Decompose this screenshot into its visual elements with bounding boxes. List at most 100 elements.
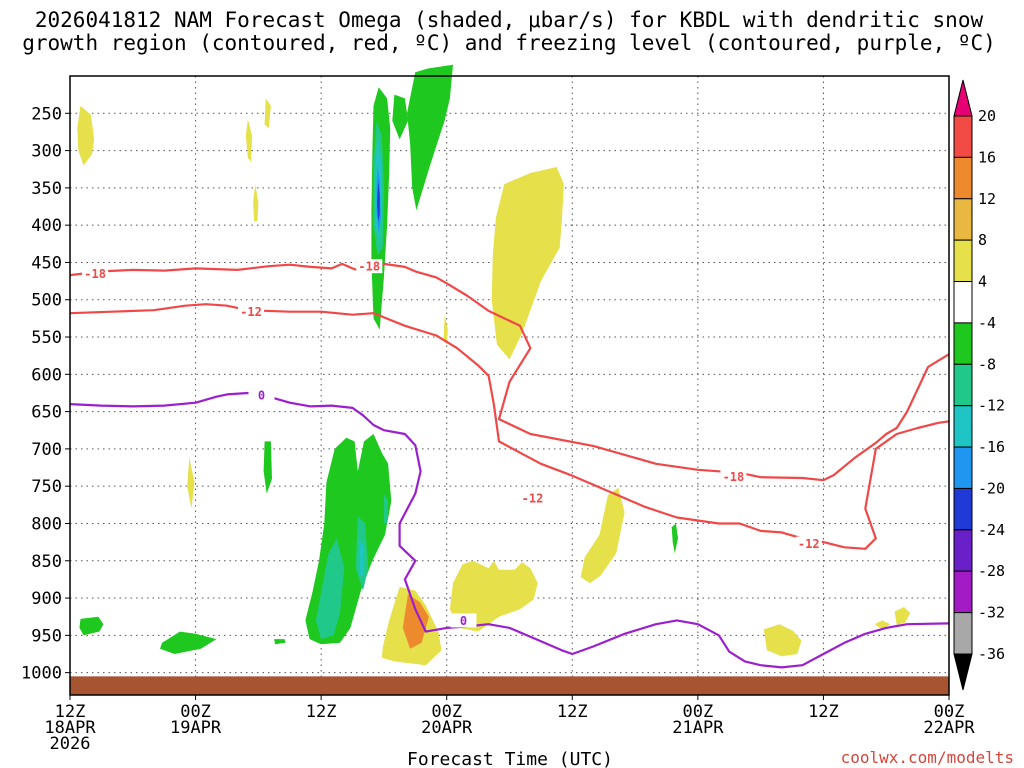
colorbar-bin [953, 529, 973, 572]
y-tick-label: 650 [31, 403, 62, 423]
temperature-contours: -18 -18 -18 -12 -12 -12 0 0 [69, 259, 950, 669]
contour-label-bg [519, 491, 546, 506]
x-tick-label: 00Z [431, 702, 462, 722]
omega-region [187, 457, 195, 509]
x-tick-label: 00Z [682, 702, 713, 722]
x-tick-label: 19APR [170, 718, 222, 738]
y-tick-label: 550 [31, 328, 62, 348]
omega-region [392, 94, 408, 140]
colorbar-label: -24 [978, 521, 1005, 539]
plot-frame [69, 75, 950, 696]
y-tick-label: 500 [31, 291, 62, 311]
y-tick-label: 950 [31, 626, 62, 646]
contour-line-0 [69, 391, 950, 669]
colorbar-bin [953, 322, 973, 365]
omega-region [407, 64, 453, 211]
omega-region [253, 184, 259, 222]
omega-region [358, 538, 364, 576]
contour-label: -12 [522, 492, 544, 506]
contour-label-bg [356, 259, 383, 274]
colorbar-label: -28 [978, 562, 1005, 580]
omega-region [263, 441, 272, 494]
omega-region [671, 523, 678, 554]
colorbar-label: -32 [978, 604, 1005, 622]
contour-label-bg [720, 469, 747, 484]
contour-label-bg [238, 304, 265, 319]
colorbar-label: -36 [978, 645, 1005, 663]
colorbar-legend: 20 16 12 8 4 -4 -8 -12 -16 -20 -24 -28 -32 -36 [953, 79, 1005, 691]
contour-label-bg [450, 613, 477, 628]
colorbar-bin [953, 363, 973, 407]
x-tick-label: 12Z [808, 702, 839, 722]
omega-shading [77, 64, 911, 666]
credit-text: coolwx.com/modelts [841, 748, 1014, 767]
omega-region [274, 639, 286, 645]
colorbar-bin [953, 115, 973, 158]
omega-region [763, 624, 802, 657]
colorbar-bin [953, 405, 973, 448]
contour-label: 0 [460, 614, 467, 628]
x-tick-label: 18APR [44, 718, 96, 738]
colorbar-bin [953, 487, 973, 531]
omega-region [77, 105, 95, 166]
omega-region [491, 167, 564, 360]
x-tick-label: 12Z [557, 702, 588, 722]
omega-region [79, 616, 104, 636]
colorbar-label: -16 [978, 438, 1005, 456]
colorbar-bin [953, 198, 973, 241]
y-tick-label: 250 [31, 104, 62, 124]
y-tick-label: 300 [31, 142, 62, 162]
colorbar-label: 8 [978, 231, 987, 249]
x-tick-label: 22APR [923, 718, 975, 738]
contour-label-bg [82, 266, 109, 281]
contour-label-bg [795, 536, 822, 551]
omega-region [402, 594, 429, 649]
omega-region [264, 98, 271, 129]
x-axis-label: Forecast Time (UTC) [407, 749, 613, 768]
chart-title-line-2: growth region (contoured, red, ºC) and f… [22, 31, 996, 55]
colorbar-label: -4 [978, 314, 996, 332]
x-tick-label: 00Z [934, 702, 965, 722]
chart-title: 2026041812 NAM Forecast Omega (shaded, μ… [22, 8, 996, 55]
contour-label: -12 [798, 537, 820, 551]
y-tick-label: 400 [31, 216, 62, 236]
colorbar-bin [953, 79, 973, 117]
colorbar-label: 16 [978, 148, 996, 166]
colorbar-bin [953, 239, 973, 283]
contour-label: -18 [358, 260, 380, 274]
y-tick-label: 1000 [21, 664, 62, 684]
x-tick-label: 2026 [50, 734, 91, 754]
omega-region [160, 631, 217, 654]
ground-surface [70, 676, 949, 695]
chart-title-line-1: 2026041812 NAM Forecast Omega (shaded, μ… [35, 8, 984, 32]
x-tick-label: 12Z [306, 702, 337, 722]
y-tick-label: 600 [31, 365, 62, 385]
omega-region [383, 493, 389, 524]
y-tick-label: 750 [31, 477, 62, 497]
contour-label: -12 [240, 305, 262, 319]
contour-label: -18 [84, 267, 106, 281]
pressure-axis: 250 300 350 400 450 500 550 600 650 700 750 800 850 9… [21, 104, 70, 684]
x-tick-label: 20APR [421, 718, 473, 738]
omega-region [580, 487, 625, 584]
contour-label: -18 [723, 470, 745, 484]
colorbar-label: 20 [978, 107, 996, 125]
colorbar-bin [953, 446, 973, 489]
omega-region [245, 119, 253, 162]
y-tick-label: 900 [31, 589, 62, 609]
y-tick-label: 350 [31, 179, 62, 199]
contour-label-bg [248, 388, 275, 403]
omega-region [894, 607, 911, 625]
omega-region [315, 538, 345, 640]
y-tick-label: 800 [31, 514, 62, 534]
colorbar-label: -8 [978, 355, 996, 373]
colorbar-bin [953, 281, 973, 324]
y-tick-label: 850 [31, 552, 62, 572]
colorbar-label: -12 [978, 397, 1005, 415]
colorbar-label: 4 [978, 273, 987, 291]
x-tick-label: 12Z [55, 702, 86, 722]
colorbar-bin [953, 156, 973, 200]
omega-region [443, 314, 448, 345]
contour-line--18 [69, 262, 950, 482]
